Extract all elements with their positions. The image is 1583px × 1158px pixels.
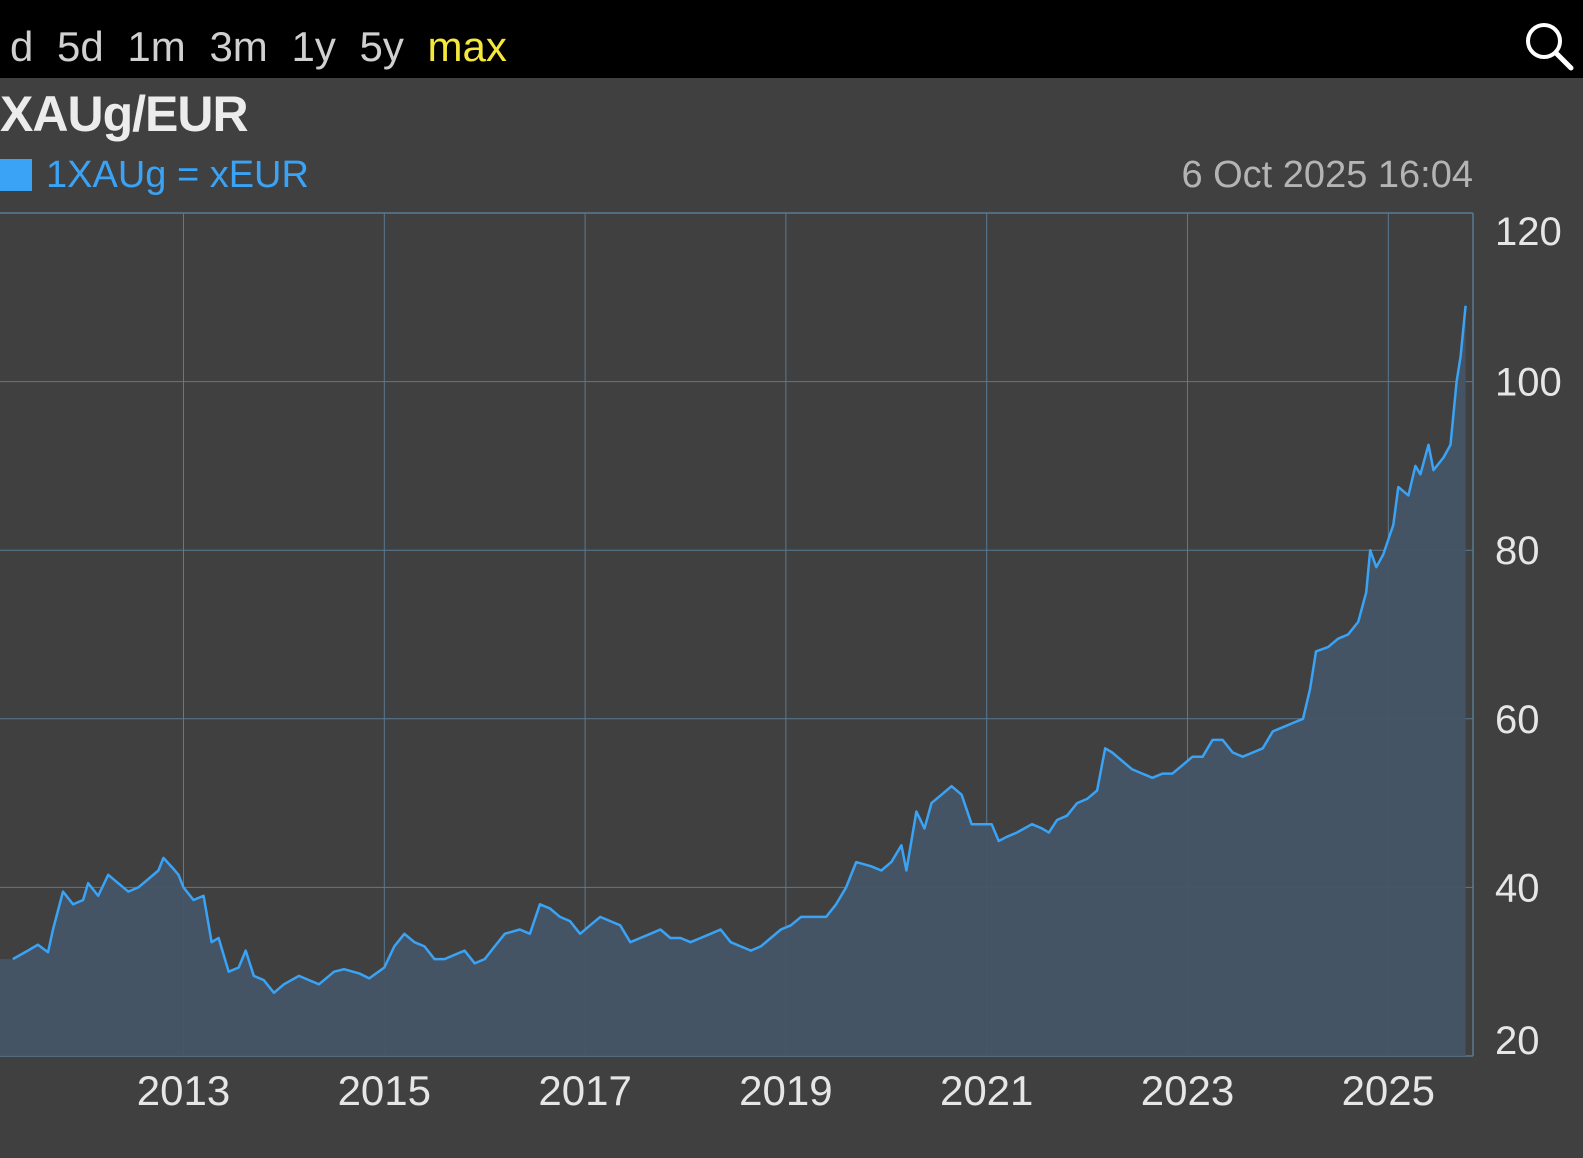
series-layer bbox=[0, 305, 1467, 1056]
x-tick-label: 2021 bbox=[940, 1067, 1033, 1114]
x-tick-label: 2019 bbox=[739, 1067, 832, 1114]
tab-1m[interactable]: 1m bbox=[127, 23, 186, 70]
search-icon[interactable] bbox=[1521, 18, 1577, 74]
y-tick-label: 100 bbox=[1495, 361, 1562, 405]
range-tabs: d 5d 1m 3m 1y 5y max bbox=[10, 22, 519, 72]
series-area bbox=[0, 305, 1466, 1056]
x-tick-label: 2013 bbox=[137, 1067, 230, 1114]
x-tick-label: 2017 bbox=[538, 1067, 631, 1114]
x-tick-label: 2023 bbox=[1141, 1067, 1234, 1114]
x-tick-label: 2025 bbox=[1342, 1067, 1435, 1114]
x-tick-label: 2015 bbox=[338, 1067, 431, 1114]
tab-1d[interactable]: d bbox=[10, 23, 34, 70]
last-update-timestamp: 6 Oct 2025 16:04 bbox=[1181, 154, 1473, 196]
chart-title: XAUg/EUR bbox=[0, 86, 249, 142]
y-tick-label: 60 bbox=[1495, 698, 1540, 742]
y-tick-label: 20 bbox=[1495, 1019, 1540, 1063]
tab-5d[interactable]: 5d bbox=[57, 23, 104, 70]
tab-3m[interactable]: 3m bbox=[209, 23, 268, 70]
range-toolbar: d 5d 1m 3m 1y 5y max bbox=[0, 0, 1583, 78]
legend-label: 1XAUg = xEUR bbox=[46, 154, 309, 196]
legend: 1XAUg = xEUR bbox=[0, 152, 309, 198]
axis-labels: 20 40 60 80 100 120 2013 2015 2017 2019 2021 2023 20… bbox=[137, 210, 1562, 1114]
tab-max[interactable]: max bbox=[427, 23, 507, 70]
y-tick-label: 80 bbox=[1495, 529, 1540, 573]
legend-swatch bbox=[0, 159, 32, 191]
y-tick-label: 120 bbox=[1495, 210, 1562, 254]
series-line bbox=[12, 305, 1467, 995]
tab-1y[interactable]: 1y bbox=[291, 23, 336, 70]
y-tick-label: 40 bbox=[1495, 866, 1540, 910]
tab-5y[interactable]: 5y bbox=[359, 23, 404, 70]
